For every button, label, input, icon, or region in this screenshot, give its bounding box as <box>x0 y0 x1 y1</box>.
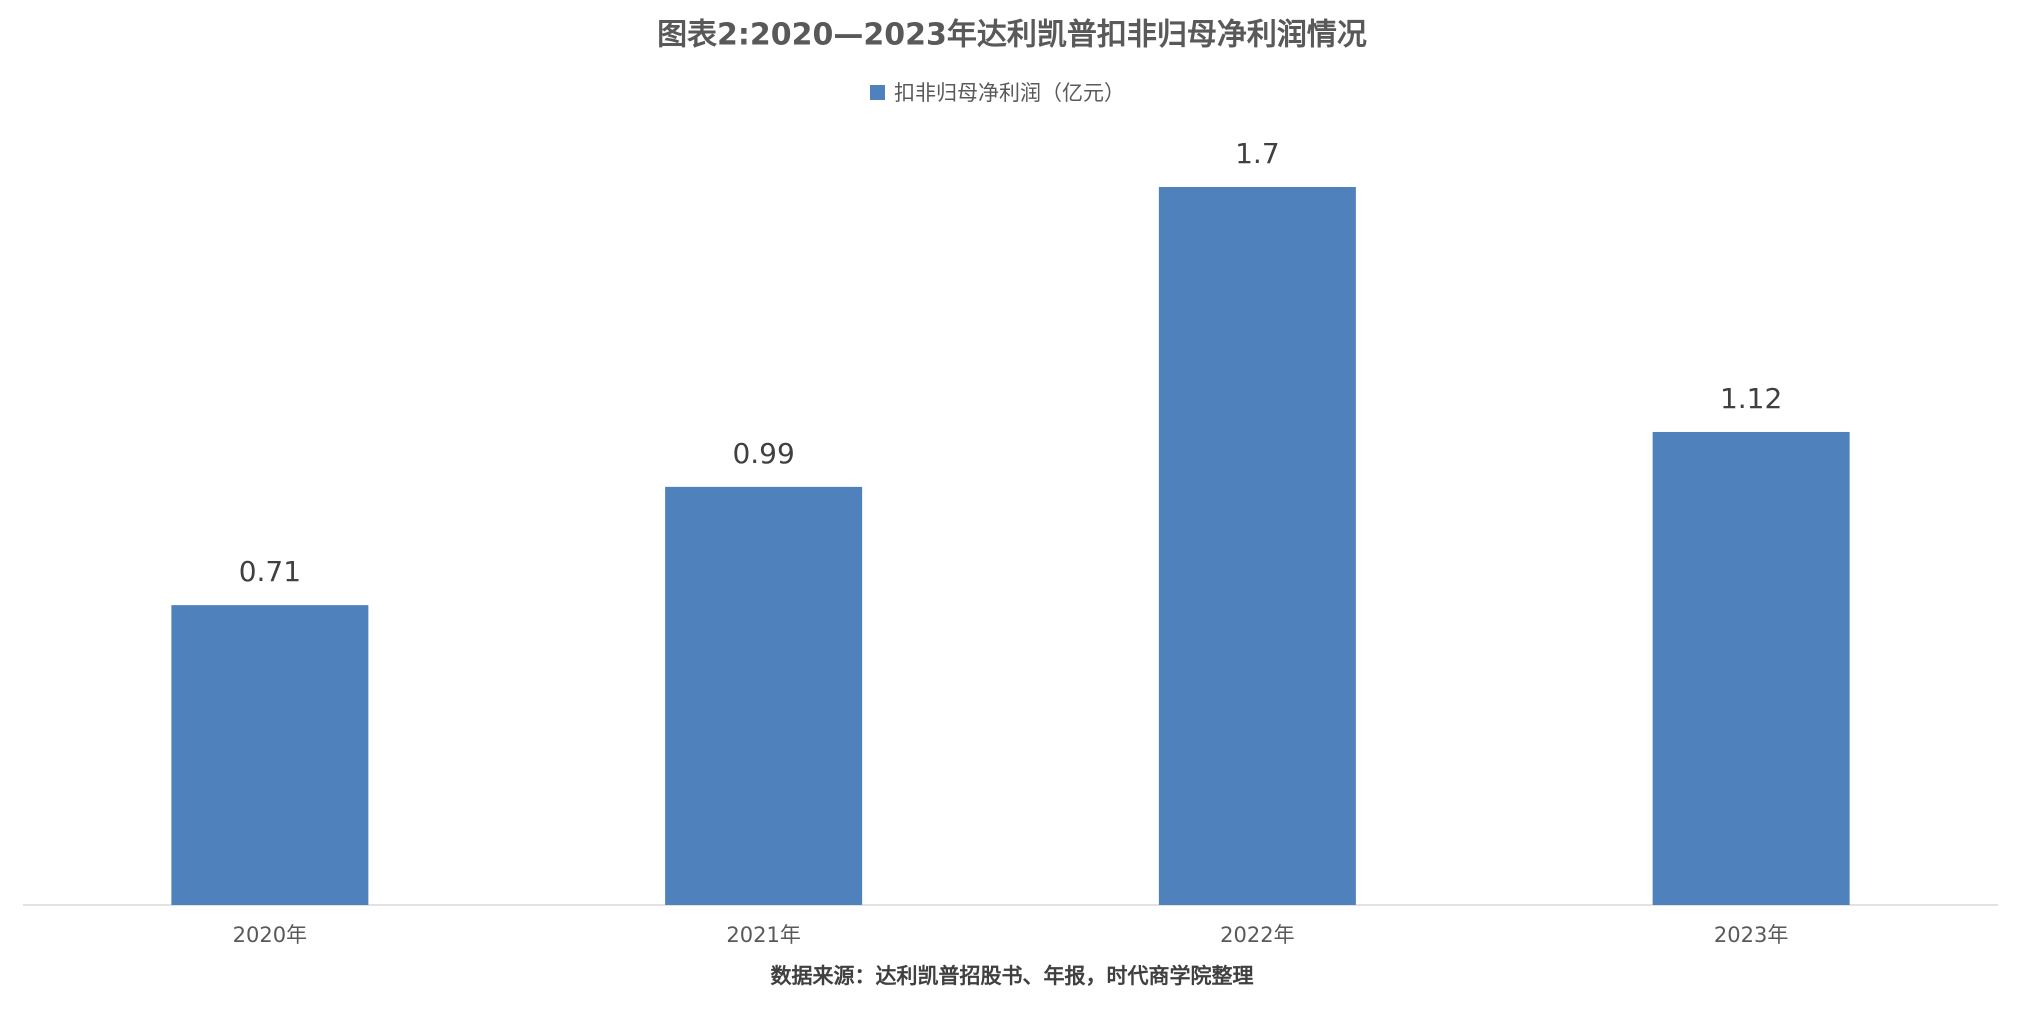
bar <box>665 486 863 905</box>
legend-swatch <box>870 85 885 100</box>
bar <box>1652 431 1850 905</box>
data-label: 0.99 <box>732 437 794 470</box>
x-tick-label: 2022年 <box>1220 923 1294 947</box>
data-label: 1.12 <box>1720 382 1782 415</box>
bar <box>1158 187 1356 905</box>
bar <box>171 605 369 905</box>
legend-label: 扣非归母净利润（亿元） <box>894 81 1125 105</box>
x-tick-label: 2020年 <box>233 923 307 947</box>
data-label: 0.71 <box>239 555 301 588</box>
source-note: 数据来源：达利凯普招股书、年报，时代商学院整理 <box>771 964 1254 988</box>
x-tick-label: 2023年 <box>1714 923 1788 947</box>
chart-title: 图表2:2020—2023年达利凯普扣非归母净利润情况 <box>657 18 1367 53</box>
data-label: 1.7 <box>1235 137 1280 170</box>
x-tick-label: 2021年 <box>726 923 800 947</box>
